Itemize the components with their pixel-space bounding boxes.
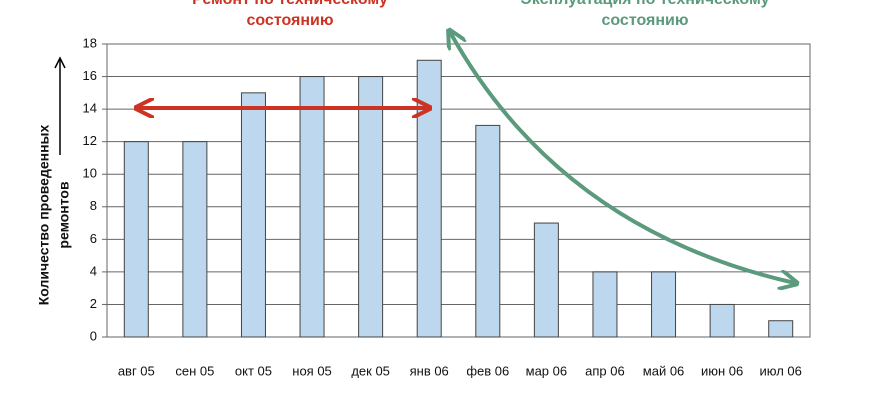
- x-tick-label: ноя 05: [292, 363, 332, 378]
- x-tick-label: апр 06: [585, 363, 625, 378]
- bar: [240, 92, 266, 338]
- y-tick-label: 8: [90, 198, 97, 213]
- bar: [182, 141, 208, 338]
- y-axis-label: Количество проведенных: [36, 124, 52, 305]
- x-tick-label: янв 06: [410, 363, 449, 378]
- y-tick-label: 4: [90, 263, 97, 278]
- axis-arrow-head: [54, 56, 66, 69]
- y-tick-label: 2: [90, 296, 97, 311]
- y-tick-label: 18: [83, 35, 97, 50]
- bar: [651, 271, 677, 338]
- bar: [123, 141, 149, 338]
- plot: 0 2 4 6 8 10 12 14 16 18 авг 05 сен 05 окт 05 ноя 05 д…: [83, 35, 811, 378]
- bar: [299, 76, 325, 338]
- annotation-line: состоянию: [601, 12, 688, 29]
- y-tick-label: 6: [90, 231, 97, 246]
- x-tick-label: июн 06: [701, 363, 743, 378]
- bar: [416, 59, 442, 338]
- y-tick-label: 12: [83, 133, 97, 148]
- bar: [533, 222, 559, 338]
- annotation-line: Ремонт по техническому: [192, 0, 388, 8]
- annotation-line: Эксплуатация по техническому: [520, 0, 769, 8]
- y-tick-label: 10: [83, 166, 97, 181]
- y-tick-label: 14: [83, 101, 97, 116]
- bar: [358, 76, 384, 338]
- x-tick-label: дек 05: [351, 363, 390, 378]
- x-tick-label: окт 05: [235, 363, 272, 378]
- x-tick-label: фев 06: [466, 363, 509, 378]
- x-tick-label: июл 06: [760, 363, 802, 378]
- plot-frame: [106, 43, 811, 338]
- x-tick-label: сен 05: [175, 363, 214, 378]
- x-tick-label: авг 05: [118, 363, 155, 378]
- annotation-line: состоянию: [246, 12, 333, 29]
- x-tick-label: май 06: [643, 363, 685, 378]
- y-tick-label: 16: [83, 68, 97, 83]
- y-axis-label: ремонтов: [56, 181, 72, 249]
- bar: [475, 124, 501, 338]
- bar: [768, 320, 794, 338]
- bar: [592, 271, 618, 338]
- green-arrow: [450, 32, 795, 283]
- x-tick-label: мар 06: [526, 363, 567, 378]
- bar: [709, 303, 735, 338]
- y-tick-label: 0: [90, 328, 97, 343]
